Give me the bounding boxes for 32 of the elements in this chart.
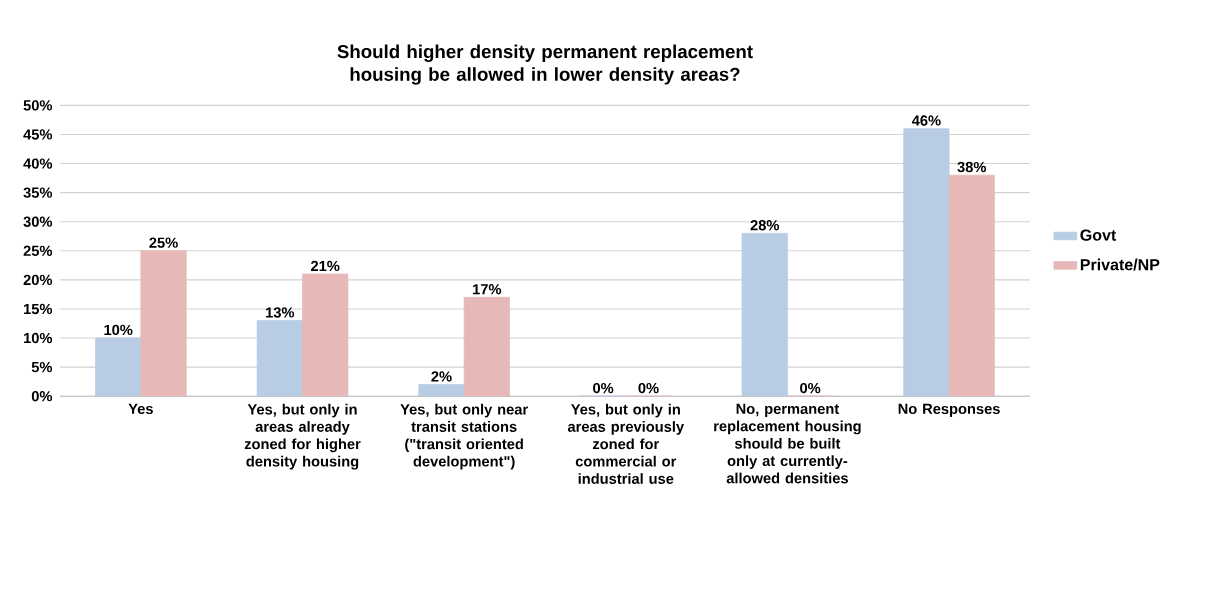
y-tick-label: 45% <box>23 129 53 140</box>
data-label: 13% <box>266 307 295 318</box>
y-tick-label: 30% <box>23 216 53 228</box>
data-label: 28% <box>750 220 780 231</box>
data-label: 0% <box>593 383 614 394</box>
data-label: 25% <box>149 237 178 249</box>
data-label: 21% <box>311 260 340 272</box>
x-tick-label: Yes, but only near transit stations ("transit oriented development") <box>400 403 528 470</box>
x-tick-label: Yes, but only in areas previously zoned for commercial or industrial use <box>567 403 685 485</box>
data-label: 38% <box>957 162 987 173</box>
data-label: 2% <box>431 371 452 382</box>
legend-label: Govt <box>1080 229 1117 241</box>
x-tick-label: Yes <box>128 403 153 415</box>
y-tick-label: 50% <box>23 100 53 111</box>
y-tick-label: 0% <box>31 391 53 402</box>
y-tick-label: 15% <box>24 303 53 315</box>
x-tick-label: No, permanent replacement housing should be built only at currently-allowed densities <box>714 403 861 484</box>
y-tick-label: 25% <box>23 245 53 257</box>
chart-title: Should higher density permanent replacement housing be allowed in lower density areas? <box>337 44 753 85</box>
y-tick-label: 40% <box>23 158 53 169</box>
y-tick-label: 20% <box>23 274 53 286</box>
data-label: 0% <box>638 383 659 394</box>
data-label: 17% <box>473 284 502 295</box>
x-tick-label: No Responses <box>898 403 1000 418</box>
data-label: 46% <box>911 115 941 126</box>
data-label: 10% <box>104 324 133 336</box>
y-tick-label: 10% <box>24 333 53 344</box>
x-tick-label: Yes, but only in areas already zoned for higher density housing <box>244 403 361 470</box>
legend-label: Private/NP <box>1080 258 1160 271</box>
y-tick-label: 5% <box>31 362 53 373</box>
data-label: 0% <box>800 383 821 394</box>
y-tick-label: 35% <box>23 187 53 199</box>
